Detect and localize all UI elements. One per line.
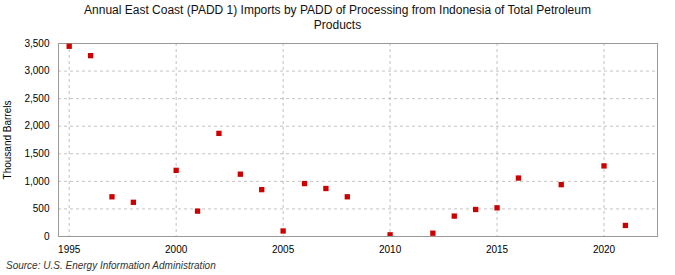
svg-text:Thousand Barrels: Thousand Barrels (2, 101, 13, 180)
svg-text:2020: 2020 (593, 244, 616, 255)
svg-text:2,500: 2,500 (24, 93, 49, 104)
svg-text:3,500: 3,500 (24, 38, 49, 49)
html-text:Source: U.S. Energy Informatio: Source: U.S. Energy Information Administ… (6, 260, 216, 271)
svg-text:3,000: 3,000 (24, 65, 49, 76)
svg-text:2,000: 2,000 (24, 120, 49, 131)
svg-text:500: 500 (33, 203, 50, 214)
svg-text:2005: 2005 (272, 244, 295, 255)
svg-text:1,500: 1,500 (24, 148, 49, 159)
svg-text:2010: 2010 (379, 244, 402, 255)
html-text:Annual East Coast (PADD 1) Imp: Annual East Coast (PADD 1) Imports by PA… (84, 3, 591, 32)
svg-text:2015: 2015 (486, 244, 509, 255)
svg-text:0: 0 (44, 231, 50, 242)
svg-text:2000: 2000 (165, 244, 188, 255)
svg-text:1995: 1995 (58, 244, 81, 255)
svg-text:1,000: 1,000 (24, 176, 49, 187)
